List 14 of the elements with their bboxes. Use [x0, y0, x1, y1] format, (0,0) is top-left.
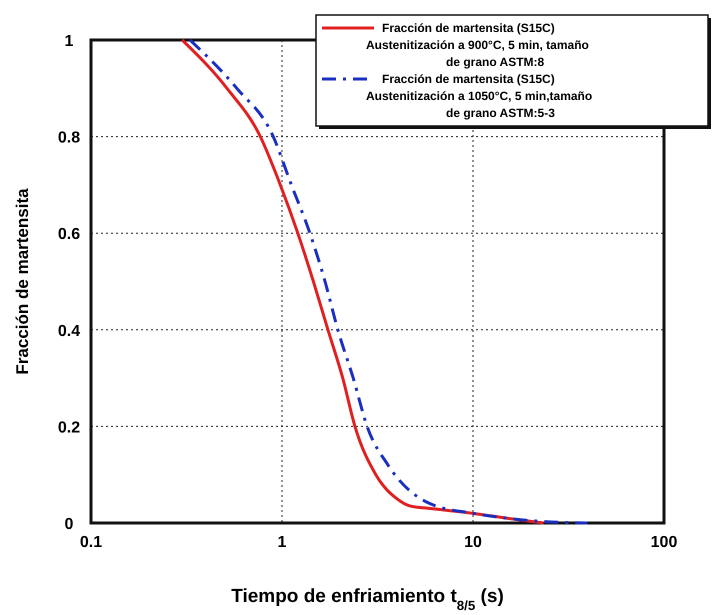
y-tick-label: 1	[64, 33, 74, 50]
legend-label: Fracción de martensita (S15C) Austenitización a 900°C, 5 min, tamaño de grano ASTM:8	[366, 21, 589, 69]
x-tick-label: 10	[464, 534, 482, 551]
y-tick-label: 0	[64, 516, 74, 533]
y-tick-label: 0.8	[58, 130, 80, 147]
y-tick-label: 0.6	[58, 226, 80, 244]
x-tick-label: 1	[278, 534, 287, 551]
x-tick-label: 0.1	[80, 534, 102, 551]
y-tick-label: 0.4	[58, 322, 80, 340]
y-tick-label: 0.2	[58, 419, 80, 436]
x-axis-title: Tiempo de enfriamiento t$_{8/5}$ (s)	[231, 586, 504, 612]
x-tick-label: 100	[650, 534, 678, 551]
y-axis-title: Fracción de martensita	[13, 188, 32, 375]
legend-label: Fracción de martensita (S15C) Austenitización a 1050°C, 5 min,tamaño de grano ASTM:5-3	[366, 72, 592, 120]
